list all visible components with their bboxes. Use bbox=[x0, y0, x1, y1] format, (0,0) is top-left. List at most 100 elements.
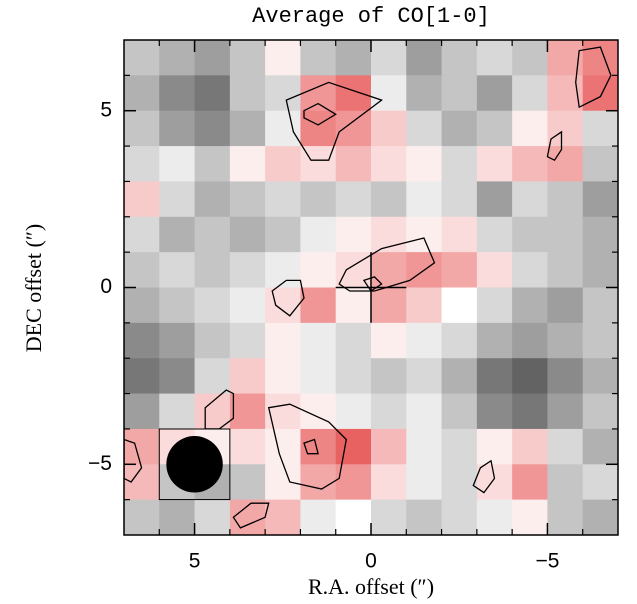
cell bbox=[335, 75, 372, 112]
cell bbox=[229, 110, 266, 147]
cell bbox=[476, 40, 513, 76]
cell bbox=[476, 110, 513, 147]
cell bbox=[547, 393, 584, 430]
beam-box bbox=[158, 428, 231, 501]
cell bbox=[335, 110, 372, 147]
cell bbox=[582, 358, 618, 395]
cell bbox=[512, 393, 548, 430]
cell bbox=[124, 146, 160, 182]
cell bbox=[194, 252, 231, 288]
cell bbox=[371, 110, 407, 147]
cell bbox=[406, 216, 443, 253]
contour bbox=[267, 403, 348, 490]
cell bbox=[300, 75, 337, 112]
cell bbox=[124, 75, 160, 112]
cell bbox=[265, 40, 301, 76]
cell bbox=[582, 322, 618, 359]
cell bbox=[194, 75, 231, 112]
cell bbox=[335, 40, 372, 76]
cell bbox=[547, 428, 584, 465]
cell bbox=[406, 146, 443, 182]
cell bbox=[371, 252, 407, 288]
cell bbox=[265, 358, 301, 395]
beam bbox=[166, 436, 223, 493]
cell bbox=[441, 216, 478, 253]
cell bbox=[265, 464, 301, 501]
cell bbox=[371, 75, 407, 112]
cell bbox=[300, 358, 337, 395]
cell bbox=[476, 252, 513, 288]
cell bbox=[159, 287, 196, 324]
y-tick-label: 0 bbox=[100, 275, 112, 298]
cell bbox=[371, 499, 407, 535]
cell bbox=[229, 216, 266, 253]
cell bbox=[512, 464, 548, 501]
cell bbox=[512, 75, 548, 112]
cell bbox=[229, 181, 266, 218]
cell bbox=[441, 40, 478, 76]
cell bbox=[124, 393, 160, 430]
cell bbox=[265, 287, 301, 324]
cell bbox=[124, 428, 160, 465]
cell bbox=[265, 216, 301, 253]
contour bbox=[271, 279, 305, 317]
cell bbox=[124, 464, 160, 501]
cell bbox=[124, 181, 160, 218]
cell bbox=[582, 146, 618, 182]
cell bbox=[582, 75, 618, 112]
contour bbox=[472, 459, 496, 494]
cell bbox=[441, 393, 478, 430]
cell bbox=[159, 393, 196, 430]
cell bbox=[159, 181, 196, 218]
cell bbox=[371, 393, 407, 430]
cell bbox=[371, 146, 407, 182]
cell bbox=[547, 499, 584, 535]
contour bbox=[575, 46, 612, 109]
cell bbox=[300, 287, 337, 324]
cell bbox=[371, 181, 407, 218]
cell bbox=[265, 146, 301, 182]
cell bbox=[512, 146, 548, 182]
cell bbox=[547, 146, 584, 182]
cell bbox=[159, 146, 196, 182]
cell bbox=[582, 287, 618, 324]
x-tick-label: 0 bbox=[365, 550, 377, 573]
cell bbox=[159, 216, 196, 253]
y-tick-label: 5 bbox=[100, 98, 112, 121]
cell bbox=[194, 216, 231, 253]
cell bbox=[547, 110, 584, 147]
cell bbox=[335, 322, 372, 359]
cell bbox=[547, 216, 584, 253]
cell bbox=[124, 110, 160, 147]
cell bbox=[441, 252, 478, 288]
cell bbox=[441, 358, 478, 395]
cell bbox=[406, 287, 443, 324]
cell bbox=[300, 252, 337, 288]
overlay bbox=[124, 46, 612, 529]
cell bbox=[371, 464, 407, 501]
heatmap bbox=[124, 40, 618, 535]
cell bbox=[582, 499, 618, 535]
cell bbox=[335, 146, 372, 182]
cell bbox=[547, 287, 584, 324]
cell bbox=[229, 393, 266, 430]
cell bbox=[547, 322, 584, 359]
contour bbox=[546, 130, 563, 162]
cell bbox=[476, 428, 513, 465]
cell bbox=[159, 322, 196, 359]
cell bbox=[124, 216, 160, 253]
cell bbox=[300, 216, 337, 253]
cell bbox=[300, 322, 337, 359]
cell bbox=[194, 181, 231, 218]
cell bbox=[229, 252, 266, 288]
cell bbox=[194, 110, 231, 147]
cell bbox=[512, 110, 548, 147]
cell bbox=[547, 181, 584, 218]
cell bbox=[512, 358, 548, 395]
cell bbox=[335, 216, 372, 253]
cell bbox=[512, 216, 548, 253]
cell bbox=[512, 40, 548, 76]
cell bbox=[406, 322, 443, 359]
cell bbox=[265, 75, 301, 112]
y-tick-label: −5 bbox=[88, 452, 112, 475]
